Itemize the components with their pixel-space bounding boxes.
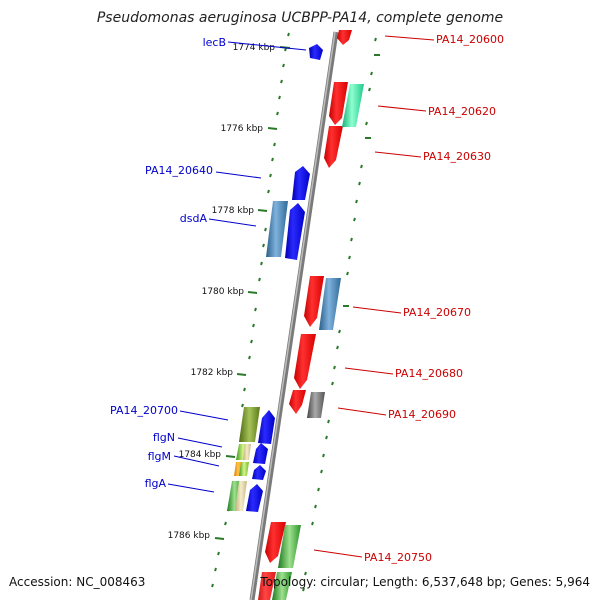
gene-label-PA14_20680: PA14_20680: [395, 367, 463, 380]
gene-label-PA14_20750: PA14_20750: [364, 551, 432, 564]
gene-arrow-PA14_20640: [292, 166, 310, 200]
cog-block: [235, 481, 247, 511]
kbp-label: 1776 kbp: [221, 124, 264, 134]
kbp-label: 1780 kbp: [202, 287, 245, 297]
cog-blocks: [227, 84, 364, 600]
map-title: Pseudomonas aeruginosa UCBPP-PA14, compl…: [97, 10, 503, 26]
gene-label-lecB: lecB: [203, 36, 226, 49]
gene-arrow-PA14_20750: [265, 522, 286, 563]
kbp-label: 1774 kbp: [233, 43, 276, 53]
kbp-label: 1782 kbp: [191, 368, 234, 378]
accession-text: Accession: NC_008463: [9, 575, 145, 589]
gene-label-flgM: flgM: [148, 450, 171, 463]
cog-block: [272, 572, 292, 600]
minus-strand-genes: [246, 44, 323, 512]
kbp-label: 1784 kbp: [179, 450, 222, 460]
cog-block: [239, 462, 249, 476]
cog-block: [266, 201, 288, 257]
gene-label-flgN: flgN: [153, 431, 175, 444]
gene-label-PA14_20600: PA14_20600: [436, 33, 504, 46]
genome-backbone-highlight: [250, 31, 336, 600]
cog-block: [239, 407, 260, 442]
topology-text: Topology: circular; Length: 6,537,648 bp…: [259, 575, 590, 589]
cog-block: [307, 392, 325, 418]
gene-arrow-PA14_20600: [337, 30, 352, 45]
gene-label-flgA: flgA: [145, 477, 167, 490]
gene-label-PA14_20700: PA14_20700: [110, 404, 178, 417]
gene-arrow-dsdA: [285, 203, 305, 260]
cog-block: [342, 84, 364, 127]
gene-label-PA14_20630: PA14_20630: [423, 150, 491, 163]
gene-arrow-PA14_20680: [294, 334, 316, 389]
outer-tick-track: [302, 37, 380, 592]
gene-label-dsdA: dsdA: [180, 212, 208, 225]
gene-arrow-PA14_20700: [258, 410, 275, 444]
left-leader-lines: [167, 41, 307, 493]
genome-backbone: [249, 31, 339, 600]
gene-label-PA14_20620: PA14_20620: [428, 105, 496, 118]
gene-label-PA14_20670: PA14_20670: [403, 306, 471, 319]
right-leader-lines: [313, 35, 435, 558]
kbp-label: 1786 kbp: [168, 531, 211, 541]
cog-block: [319, 278, 341, 330]
gene-arrow-flgM: [252, 465, 266, 480]
gene-arrow-lecB: [309, 44, 323, 60]
gene-arrow-PA14_20670: [304, 276, 324, 327]
gene-arrow-PA14_20620: [329, 82, 348, 125]
cog-block: [278, 525, 301, 568]
cog-block: [243, 444, 251, 460]
gene-arrow-flgN: [253, 443, 268, 464]
gene-label-PA14_20640: PA14_20640: [145, 164, 213, 177]
kbp-label: 1778 kbp: [212, 206, 255, 216]
plus-strand-genes: [258, 30, 352, 600]
gene-arrow-PA14_20630: [324, 126, 343, 168]
gene-arrow-PA14_20690: [289, 390, 306, 414]
gene-arrow-flgA: [246, 484, 263, 512]
gene-label-PA14_20690: PA14_20690: [388, 408, 456, 421]
gene-arrow-offscreen: [258, 572, 276, 600]
